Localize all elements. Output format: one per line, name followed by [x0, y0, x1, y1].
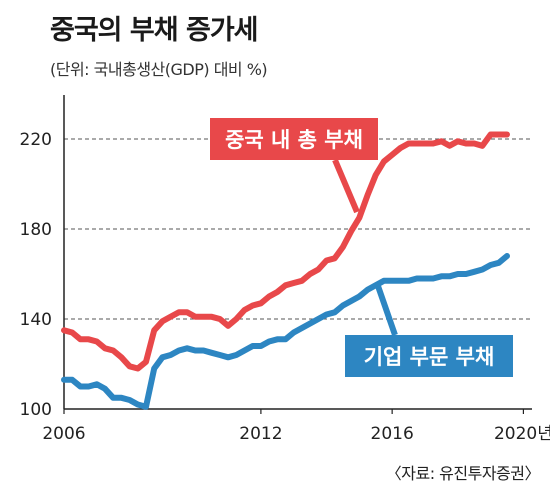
line-chart: 100 140 180 220 2006 2012 2016 2020년 중국 내 총 부채기… — [20, 95, 550, 444]
series-label-corporate-debt: 기업 부문 부채 — [364, 345, 495, 369]
y-tick-label: 180 — [20, 220, 52, 240]
series-label-total-debt-box — [210, 118, 378, 160]
series-label-total-debt: 중국 내 총 부채 — [225, 128, 363, 152]
series-line-total-debt — [61, 131, 510, 372]
chart-unit-note: (단위: 국내총생산(GDP) 대비 %) — [50, 60, 268, 79]
y-tick-label: 100 — [20, 400, 52, 420]
y-tick-label: 220 — [20, 130, 52, 150]
chart-title: 중국의 부채 증가세 — [50, 15, 259, 46]
series-line-corporate-debt — [61, 253, 510, 410]
series-label-corporate-debt-pointer — [375, 285, 398, 336]
x-tick-label: 2012 — [239, 424, 282, 444]
source-note: 〈자료: 유진투자증권〉 — [385, 464, 541, 483]
series-label-corporate-debt-box — [345, 335, 513, 377]
x-tick-label: 2016 — [371, 424, 414, 444]
x-tick-label: 2020년 — [494, 424, 550, 444]
x-tick-label: 2006 — [42, 424, 85, 444]
series-label-total-debt-pointer — [332, 158, 360, 214]
y-tick-label: 140 — [20, 310, 52, 330]
